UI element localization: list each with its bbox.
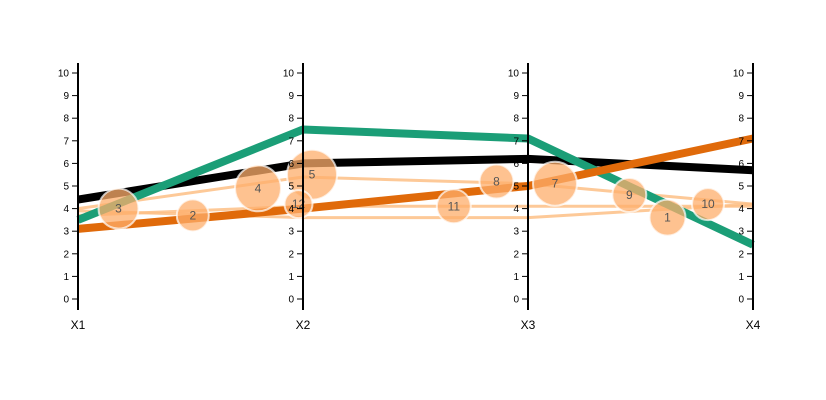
bubble-label-11: 11 <box>448 199 461 213</box>
tick-label-X4-10: 10 <box>733 69 745 80</box>
tick-label-X3-2: 2 <box>513 249 519 260</box>
tick-label-X1-6: 6 <box>63 159 69 170</box>
tick-label-X3-1: 1 <box>513 272 519 283</box>
tick-label-X4-7: 7 <box>738 136 744 147</box>
axis-label-X3: X3 <box>521 318 536 332</box>
tick-label-X2-1: 1 <box>288 272 294 283</box>
tick-label-X4-9: 9 <box>738 91 744 102</box>
tick-label-X1-0: 0 <box>63 295 69 306</box>
tick-label-X2-5: 5 <box>288 182 294 193</box>
tick-label-X1-2: 2 <box>63 249 69 260</box>
tick-label-X1-3: 3 <box>63 227 69 238</box>
axis-label-X2: X2 <box>296 318 311 332</box>
bubble-label-3: 3 <box>115 202 122 216</box>
bubble-label-10: 10 <box>701 197 715 211</box>
tick-label-X1-1: 1 <box>63 272 69 283</box>
tick-label-X1-4: 4 <box>63 204 69 215</box>
tick-label-X4-2: 2 <box>738 249 744 260</box>
tick-label-X1-9: 9 <box>63 91 69 102</box>
tick-label-X4-0: 0 <box>738 295 744 306</box>
tick-label-X4-8: 8 <box>738 114 744 125</box>
tick-label-X2-10: 10 <box>283 69 295 80</box>
tick-label-X4-6: 6 <box>738 159 744 170</box>
tick-label-X4-4: 4 <box>738 204 744 215</box>
tick-label-X3-5: 5 <box>513 182 519 193</box>
tick-label-X3-10: 10 <box>508 69 520 80</box>
tick-label-X2-2: 2 <box>288 249 294 260</box>
tick-label-X4-3: 3 <box>738 227 744 238</box>
bubble-12 <box>283 189 314 220</box>
bubble-7 <box>532 160 578 207</box>
tick-label-X2-8: 8 <box>288 114 294 125</box>
bubble-4 <box>234 164 282 213</box>
bubble-3 <box>97 187 140 230</box>
bubble-10 <box>691 187 725 222</box>
tick-label-X1-5: 5 <box>63 182 69 193</box>
bubble-2 <box>175 198 210 233</box>
bubble-11 <box>435 188 472 225</box>
bubble-label-7: 7 <box>552 177 559 191</box>
axis-label-X4: X4 <box>746 318 761 332</box>
tick-label-X4-1: 1 <box>738 272 744 283</box>
tick-label-X3-0: 0 <box>513 295 519 306</box>
tick-label-X2-9: 9 <box>288 91 294 102</box>
tick-label-X3-9: 9 <box>513 91 519 102</box>
bubble-label-4: 4 <box>255 181 262 195</box>
bubble-1 <box>648 198 687 237</box>
axes-group: 012345678910X1012345678910X2012345678910… <box>58 63 761 332</box>
tick-label-X1-10: 10 <box>58 69 70 80</box>
tick-label-X2-7: 7 <box>288 136 294 147</box>
bubble-label-8: 8 <box>493 175 500 189</box>
bubble-label-9: 9 <box>626 188 633 202</box>
tick-label-X2-3: 3 <box>288 227 294 238</box>
bubble-8 <box>478 163 515 200</box>
tick-label-X3-3: 3 <box>513 227 519 238</box>
tick-label-X2-0: 0 <box>288 295 294 306</box>
bubble-9 <box>611 177 648 213</box>
tick-label-X2-6: 6 <box>288 159 294 170</box>
tick-label-X4-5: 5 <box>738 182 744 193</box>
bubble-label-5: 5 <box>309 168 316 182</box>
tick-label-X1-8: 8 <box>63 114 69 125</box>
bubble-label-1: 1 <box>664 211 671 225</box>
axis-label-X1: X1 <box>71 318 86 332</box>
tick-label-X1-7: 7 <box>63 136 69 147</box>
tick-label-X3-7: 7 <box>513 136 519 147</box>
tick-label-X3-6: 6 <box>513 159 519 170</box>
tick-label-X3-4: 4 <box>513 204 519 215</box>
tick-label-X2-4: 4 <box>288 204 294 215</box>
bubble-label-2: 2 <box>189 208 196 222</box>
tick-label-X3-8: 8 <box>513 114 519 125</box>
